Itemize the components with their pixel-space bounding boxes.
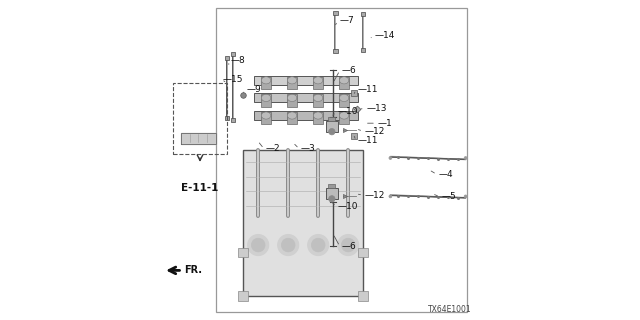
Ellipse shape	[339, 112, 349, 119]
Bar	[328, 184, 335, 188]
Circle shape	[282, 238, 295, 252]
Bar	[216, 8, 467, 312]
Polygon shape	[390, 195, 466, 198]
Ellipse shape	[287, 112, 297, 119]
Bar	[231, 118, 236, 122]
Circle shape	[464, 195, 467, 198]
Bar	[326, 121, 338, 132]
Ellipse shape	[314, 77, 323, 84]
Ellipse shape	[261, 94, 271, 101]
Text: —12: —12	[365, 191, 385, 200]
Text: —8: —8	[230, 56, 245, 65]
Polygon shape	[181, 133, 216, 144]
Bar	[358, 248, 368, 257]
Bar	[333, 11, 338, 15]
Bar	[339, 94, 349, 107]
Bar	[239, 248, 248, 257]
Ellipse shape	[261, 77, 271, 84]
Bar	[313, 77, 323, 89]
Bar	[339, 77, 349, 89]
Text: —11: —11	[358, 136, 378, 145]
Bar	[254, 93, 358, 102]
Ellipse shape	[261, 112, 271, 119]
Bar	[254, 76, 358, 85]
Bar	[358, 291, 368, 301]
Circle shape	[252, 238, 265, 252]
Text: —2: —2	[266, 144, 280, 153]
Bar	[287, 94, 298, 107]
Circle shape	[248, 235, 269, 256]
Text: —10: —10	[338, 202, 358, 211]
Text: E-11-1: E-11-1	[181, 183, 219, 193]
Circle shape	[308, 235, 329, 256]
Bar	[361, 12, 365, 16]
Text: —4: —4	[438, 170, 453, 179]
Bar	[254, 111, 358, 120]
Circle shape	[341, 238, 355, 252]
Text: TX64E1001: TX64E1001	[428, 305, 472, 314]
Ellipse shape	[287, 94, 297, 101]
Text: —7: —7	[339, 16, 354, 25]
Text: —14: —14	[374, 31, 395, 40]
Bar	[313, 112, 323, 124]
Bar	[261, 77, 271, 89]
Bar	[287, 112, 298, 124]
Bar	[225, 56, 230, 60]
Bar	[173, 83, 227, 154]
Text: —13: —13	[366, 104, 387, 113]
Text: —15: —15	[223, 75, 244, 84]
Circle shape	[329, 129, 335, 135]
Ellipse shape	[339, 94, 349, 101]
Text: —3: —3	[301, 144, 316, 153]
Ellipse shape	[339, 77, 349, 84]
Circle shape	[312, 238, 325, 252]
Bar	[313, 94, 323, 107]
Circle shape	[338, 235, 358, 256]
Text: —6: —6	[342, 242, 356, 251]
Circle shape	[464, 156, 467, 159]
Circle shape	[389, 156, 392, 159]
Bar	[239, 291, 248, 301]
Circle shape	[389, 195, 392, 198]
Circle shape	[329, 196, 335, 202]
Bar	[231, 52, 236, 56]
Polygon shape	[390, 156, 466, 160]
Bar	[225, 116, 230, 120]
Text: —12: —12	[365, 127, 385, 136]
Bar	[243, 150, 364, 296]
Bar	[287, 77, 298, 89]
Text: FR.: FR.	[184, 265, 202, 276]
Text: —1: —1	[378, 119, 392, 128]
Bar	[328, 117, 335, 121]
Text: —11: —11	[358, 85, 378, 94]
Bar	[361, 48, 365, 52]
Ellipse shape	[287, 77, 297, 84]
Circle shape	[278, 235, 299, 256]
Bar	[261, 94, 271, 107]
Text: —9: —9	[246, 85, 261, 94]
Ellipse shape	[314, 94, 323, 101]
Text: —5: —5	[442, 192, 456, 201]
Text: —6: —6	[342, 66, 356, 75]
Ellipse shape	[314, 112, 323, 119]
Bar	[333, 49, 338, 53]
Text: —10: —10	[338, 108, 358, 116]
Bar	[326, 188, 338, 199]
Bar	[339, 112, 349, 124]
Bar	[261, 112, 271, 124]
